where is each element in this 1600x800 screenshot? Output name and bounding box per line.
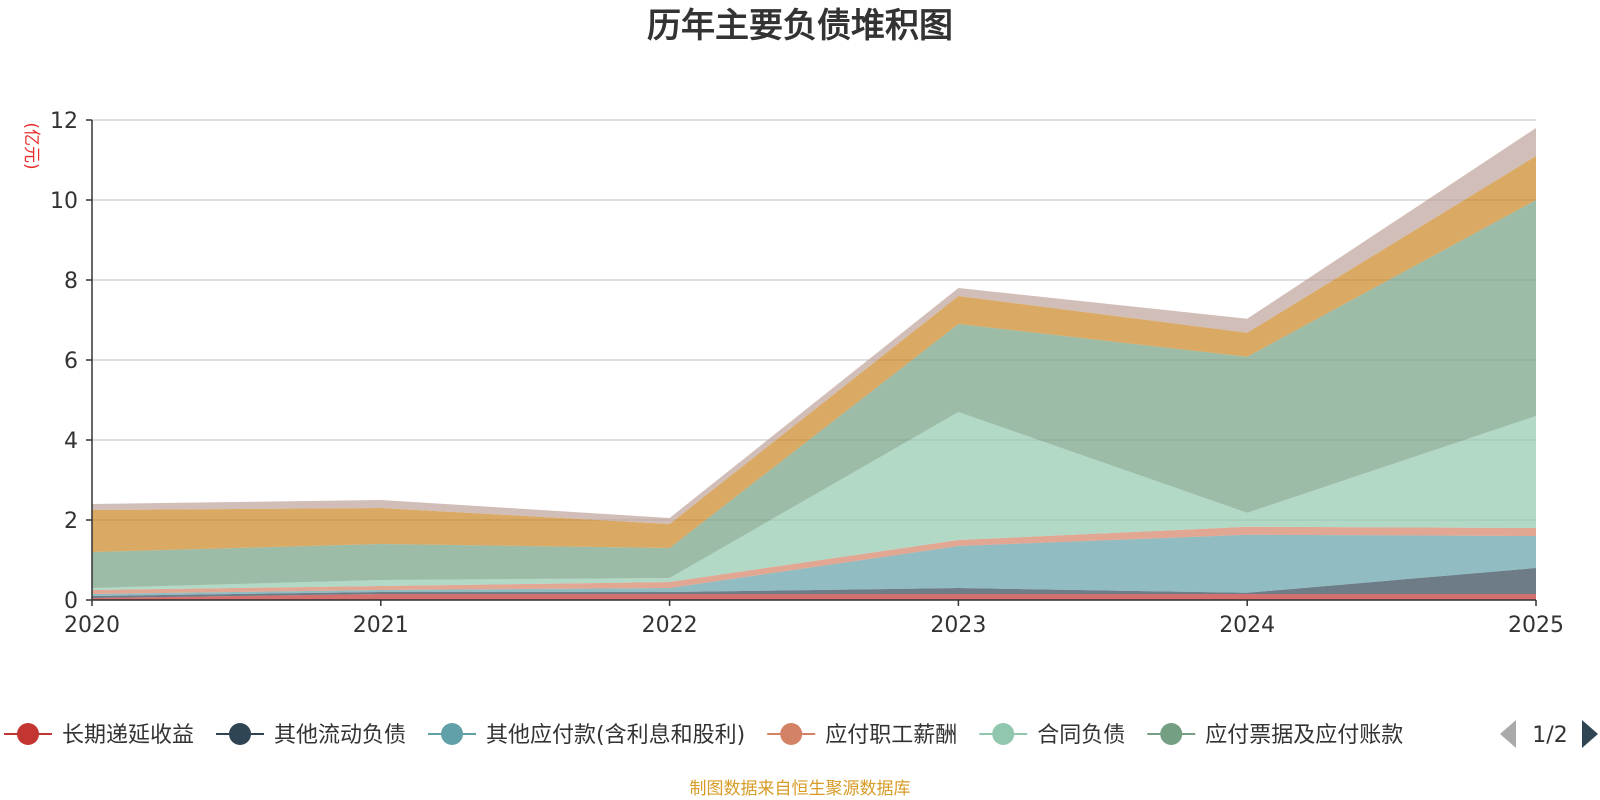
y-tick-label-4: 8 (64, 269, 78, 294)
area-series-5 (92, 200, 1536, 588)
y-tick-label-3: 6 (64, 349, 78, 374)
area-series-6 (92, 156, 1536, 552)
x-tick-label-1: 2021 (353, 613, 409, 638)
area-series-7 (92, 128, 1536, 524)
y-axis-unit-label: (亿元) (21, 122, 41, 169)
legend-item-1[interactable]: 其他流动负债 (216, 723, 406, 748)
legend-label-2: 其他应付款(含利息和股利) (486, 723, 745, 748)
legend-next-page-icon[interactable] (1582, 720, 1598, 748)
area-series-3 (92, 526, 1536, 594)
y-tick-label-2: 4 (64, 429, 78, 454)
x-tick-label-0: 2020 (64, 613, 120, 638)
legend-item-0[interactable]: 长期递延收益 (4, 723, 194, 748)
legend-page-indicator: 1/2 (1532, 723, 1567, 748)
y-tick-label-6: 12 (50, 109, 78, 134)
legend: 长期递延收益 其他流动负债 其他应付款(含利息和股利) 应付职工薪酬 合同负债 应付票据及… (4, 723, 1403, 748)
area-series-group (92, 128, 1536, 600)
x-tick-label-2: 2022 (642, 613, 698, 638)
legend-item-2[interactable]: 其他应付款(含利息和股利) (428, 723, 745, 748)
legend-label-0: 长期递延收益 (62, 723, 194, 748)
chart-title: 历年主要负债堆积图 (647, 6, 953, 46)
x-tick-label-3: 2023 (930, 613, 986, 638)
legend-label-4: 合同负债 (1037, 723, 1125, 748)
legend-item-5[interactable]: 应付票据及应付账款 (1147, 723, 1403, 748)
legend-pager: 1/2 (1500, 720, 1598, 748)
legend-label-1: 其他流动负债 (274, 723, 406, 748)
area-series-0 (92, 594, 1536, 600)
area-series-2 (92, 534, 1536, 596)
area-series-4 (92, 412, 1536, 590)
legend-item-4[interactable]: 合同负债 (979, 723, 1125, 748)
axes: 0 2 4 6 8 10 12 2020 2021 2022 2023 2024 2025 (50, 109, 1564, 638)
x-tick-label-5: 2025 (1508, 613, 1564, 638)
source-note: 制图数据来自恒生聚源数据库 (690, 779, 911, 799)
legend-prev-page-icon[interactable] (1500, 720, 1516, 748)
legend-marker-5 (1160, 723, 1183, 745)
legend-label-3: 应付职工薪酬 (825, 723, 957, 748)
legend-label-5: 应付票据及应付账款 (1205, 723, 1403, 748)
legend-marker-4 (992, 723, 1015, 745)
legend-item-3[interactable]: 应付职工薪酬 (767, 723, 957, 748)
legend-marker-2 (441, 723, 464, 745)
y-tick-label-1: 2 (64, 509, 78, 534)
y-tick-label-0: 0 (64, 589, 78, 614)
legend-marker-3 (780, 723, 803, 745)
y-tick-label-5: 10 (50, 189, 78, 214)
legend-marker-0 (17, 723, 39, 745)
legend-marker-1 (229, 723, 252, 745)
x-tick-label-4: 2024 (1219, 613, 1275, 638)
area-series-1 (92, 568, 1536, 598)
